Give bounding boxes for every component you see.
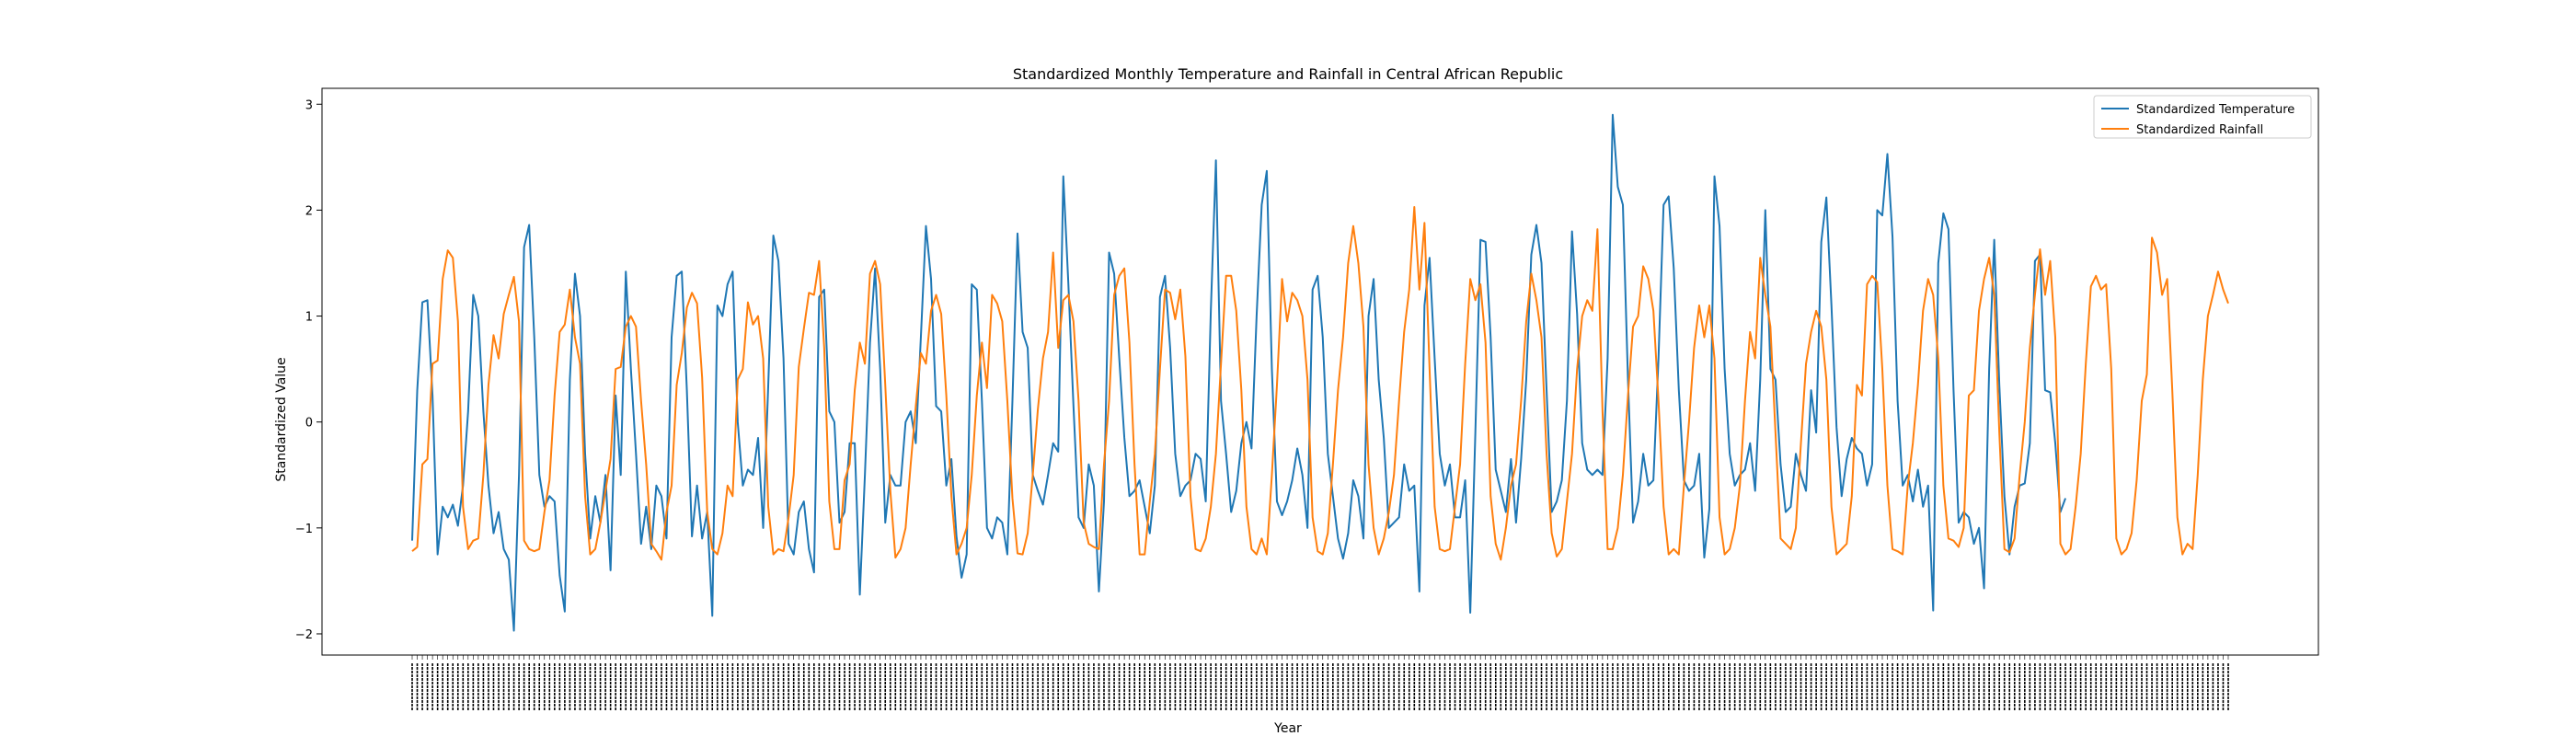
y-tick-label: 2	[305, 204, 313, 218]
y-axis: −2 −1 0 1 2 3	[295, 98, 322, 642]
y-tick-label: 3	[305, 98, 313, 112]
x-axis-label: Year	[1273, 721, 1302, 736]
y-tick-label: −1	[295, 523, 313, 536]
x-axis	[411, 655, 2229, 710]
y-axis-label: Standardized Value	[274, 357, 289, 481]
legend-label: Standardized Temperature	[2136, 103, 2294, 117]
y-tick-label: 0	[305, 417, 313, 431]
plot-frame	[321, 87, 2319, 656]
legend-label: Standardized Rainfall	[2136, 123, 2263, 137]
y-tick-label: −2	[295, 628, 313, 642]
y-tick-label: 1	[305, 311, 313, 325]
legend: Standardized Temperature Standardized Rai…	[2093, 95, 2312, 139]
series-line-standardized-rainfall	[411, 205, 2229, 561]
series-line-standardized-temperature	[411, 113, 2066, 632]
chart-title: Standardized Monthly Temperature and Rai…	[1013, 65, 1563, 83]
legend-box	[2093, 95, 2312, 139]
series-layer	[411, 113, 2229, 632]
